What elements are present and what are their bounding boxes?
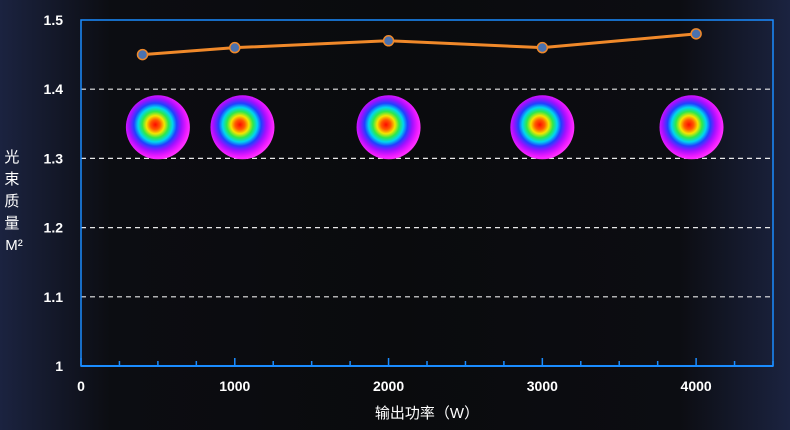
y-axis-title-char: 量	[4, 215, 19, 232]
y-axis-title-char: 束	[4, 171, 19, 188]
x-tick-label: 2000	[373, 378, 404, 394]
beam-profile-image	[125, 95, 190, 160]
axes	[80, 19, 774, 367]
y-axis-title-char: M²	[5, 237, 23, 254]
data-point	[136, 48, 149, 61]
x-axis-title: 输出功率（W）	[375, 405, 479, 422]
x-tick-label: 3000	[527, 378, 558, 394]
data-point	[382, 35, 395, 47]
y-tick-label: 1.5	[44, 12, 64, 28]
beam-profile-image	[659, 95, 724, 160]
tick-labels: 1 1.1 1.2 1.3 1.4 1.5 0 1000 2000 3000 4000	[44, 12, 712, 394]
y-tick-label: 1	[55, 358, 63, 374]
x-tick-label: 1000	[219, 378, 250, 394]
beam-profile-image	[510, 95, 575, 160]
plot-frame	[80, 19, 774, 367]
data-point	[536, 41, 549, 54]
data-point	[229, 41, 241, 54]
x-tick-label: 0	[77, 378, 85, 394]
y-tick-label: 1.3	[44, 150, 64, 166]
series-line	[142, 32, 697, 57]
y-tick-label: 1.4	[44, 81, 64, 97]
beam-profile-image	[356, 95, 421, 160]
y-axis-title-char: 质	[4, 193, 19, 210]
grid-lines	[81, 88, 773, 298]
series-layer	[136, 28, 702, 61]
y-tick-label: 1.1	[44, 289, 64, 305]
y-tick-label: 1.2	[44, 220, 64, 236]
beam-profiles	[125, 95, 724, 160]
y-axis-title-char: 光	[4, 149, 19, 166]
beam-profile-image	[210, 95, 275, 160]
x-tick-label: 4000	[681, 378, 712, 394]
y-axis-title: 光 束 质 量 M²	[4, 149, 23, 254]
data-point	[690, 28, 702, 40]
